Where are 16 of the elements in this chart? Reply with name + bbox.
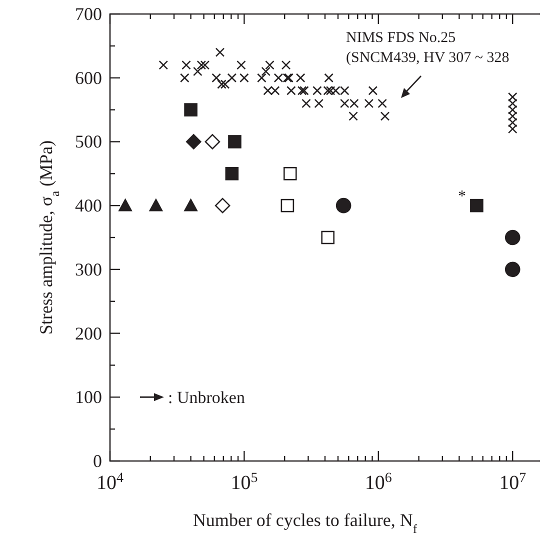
annotation: : Unbroken	[168, 388, 246, 408]
y-tick-label: 700	[75, 4, 102, 24]
x-tick-label: 10$^{7}$	[499, 470, 526, 494]
x-tick-label: 10$^{6}$	[364, 470, 392, 494]
annotation: *	[458, 188, 466, 205]
y-tick-label: 200	[75, 323, 102, 344]
y-tick-label: 600	[75, 68, 102, 88]
x-tick-label: 10$^{4}$	[96, 470, 124, 494]
x-axis-title: Number of cycles to failure, N$_{f}$	[192, 510, 418, 536]
y-tick-label: 500	[75, 132, 102, 152]
y-tick-label: 400	[75, 196, 102, 216]
y-tick-label: 100	[75, 387, 102, 408]
x-tick-label: 10$^{5}$	[230, 470, 258, 494]
y-tick-label: 300	[75, 259, 102, 280]
annotation: NIMS FDS No.25 (SNCM439, HV 307 ~ 328	[346, 30, 510, 66]
y-tick-label: 0	[93, 451, 102, 471]
